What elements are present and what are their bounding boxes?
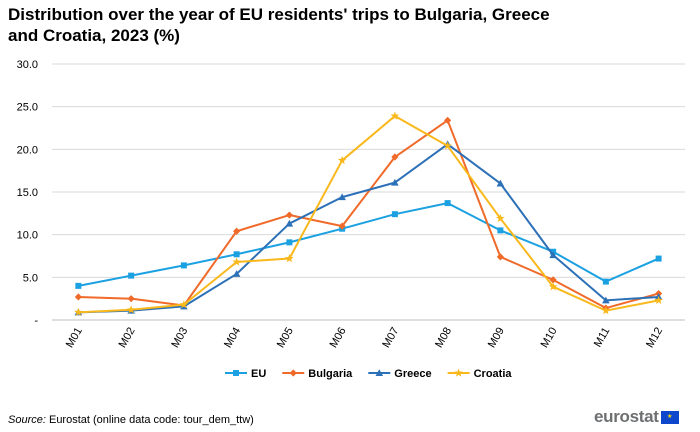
legend-marker [233,370,239,376]
data-point-greece [496,179,505,187]
chart-title-line-2: and Croatia, 2023 (%) [8,26,180,45]
data-point-bulgaria [338,222,346,230]
source-text: Eurostat (online data code: tour_dem_ttw… [45,414,254,426]
x-tick-label: M02 [117,326,138,351]
data-point-eu [180,262,187,269]
logo-text: eurostat [594,407,659,426]
data-point-croatia [285,254,294,263]
data-point-eu [286,239,293,246]
x-tick-label: M03 [169,326,190,351]
y-tick-label: - [34,315,38,327]
legend-item-eu: EU [225,368,266,380]
legend-marker [375,369,384,376]
legend: EU Bulgaria Greece Croatia [225,368,512,380]
legend-label-eu: EU [251,368,266,380]
series-line-croatia [78,115,659,314]
x-tick-label: M11 [592,326,613,350]
chart-title: Distribution over the year of EU residen… [8,4,608,46]
data-point-bulgaria [285,211,293,219]
y-tick-label: 20.0 [17,144,38,156]
data-point-croatia [126,305,136,314]
data-point-croatia [601,306,611,315]
legend-marker [454,368,463,377]
data-point-bulgaria [233,227,241,235]
data-point-eu [128,272,135,279]
legend-label-greece: Greece [394,368,431,380]
data-point-croatia [337,155,347,165]
series-group [74,111,663,316]
data-point-eu [75,282,82,289]
data-point-croatia [179,300,189,309]
x-tick-label: M12 [644,326,665,351]
data-point-bulgaria [74,293,82,301]
data-point-eu [497,227,504,234]
data-point-eu [655,255,662,262]
legend-label-bulgaria: Bulgaria [308,368,353,380]
series-eu [75,200,662,289]
data-point-eu [391,211,398,218]
data-point-eu [233,251,240,258]
x-tick-label: M10 [539,326,560,351]
x-tick-label: M01 [64,326,85,351]
x-tick-label: M06 [328,326,349,351]
series-croatia [74,111,663,316]
data-point-croatia [232,257,241,266]
data-point-bulgaria [444,116,452,124]
data-point-croatia [496,213,505,223]
data-point-greece [549,251,557,259]
x-tick-label: M07 [380,326,401,351]
source-label: Source: [8,414,46,426]
data-point-bulgaria [127,295,135,303]
data-point-bulgaria [391,153,399,161]
legend-label-croatia: Croatia [474,368,513,380]
legend-item-bulgaria: Bulgaria [282,368,353,380]
y-tick-label: 30.0 [17,59,38,71]
x-tick-label: M05 [275,326,296,351]
data-point-greece [602,296,610,304]
y-tick-label: 5.0 [23,272,38,284]
y-axis: - 5.0 10.0 15.0 20.0 25.0 30.0 [17,59,39,327]
data-point-croatia [654,295,663,305]
data-point-eu [444,200,451,207]
legend-item-croatia: Croatia [447,368,513,380]
data-point-eu [602,278,609,285]
x-tick-label: M08 [433,326,454,351]
x-tick-label: M09 [486,326,507,351]
source-note: Source: Eurostat (online data code: tour… [8,414,254,426]
y-tick-label: 25.0 [17,102,38,114]
data-point-bulgaria [496,253,504,261]
eu-flag-icon: ★ [660,410,679,424]
data-point-croatia [443,141,452,150]
data-point-greece [391,178,399,186]
x-axis: M01 M02 M03 M04 M05 M06 M07 M08 M09 M10 M11 M12 [52,319,685,351]
series-line-greece [78,143,659,314]
data-point-greece [232,270,241,277]
data-point-greece [338,193,346,201]
legend-item-greece: Greece [368,368,432,380]
series-line-bulgaria [78,119,659,310]
chart-title-line-1: Distribution over the year of EU residen… [8,5,550,24]
data-point-croatia [74,307,83,316]
series-line-eu [78,202,660,287]
eurostat-logo: eurostat ★ [594,407,679,427]
data-point-croatia [390,111,400,120]
x-tick-label: M04 [222,326,243,351]
data-point-bulgaria [549,276,557,284]
y-tick-label: 15.0 [17,187,38,199]
y-tick-label: 10.0 [17,230,38,242]
data-point-croatia [548,282,558,291]
grid-lines [52,63,685,278]
series-bulgaria [74,116,663,312]
legend-marker [289,369,297,377]
data-point-greece [285,219,294,227]
series-greece [74,140,663,316]
